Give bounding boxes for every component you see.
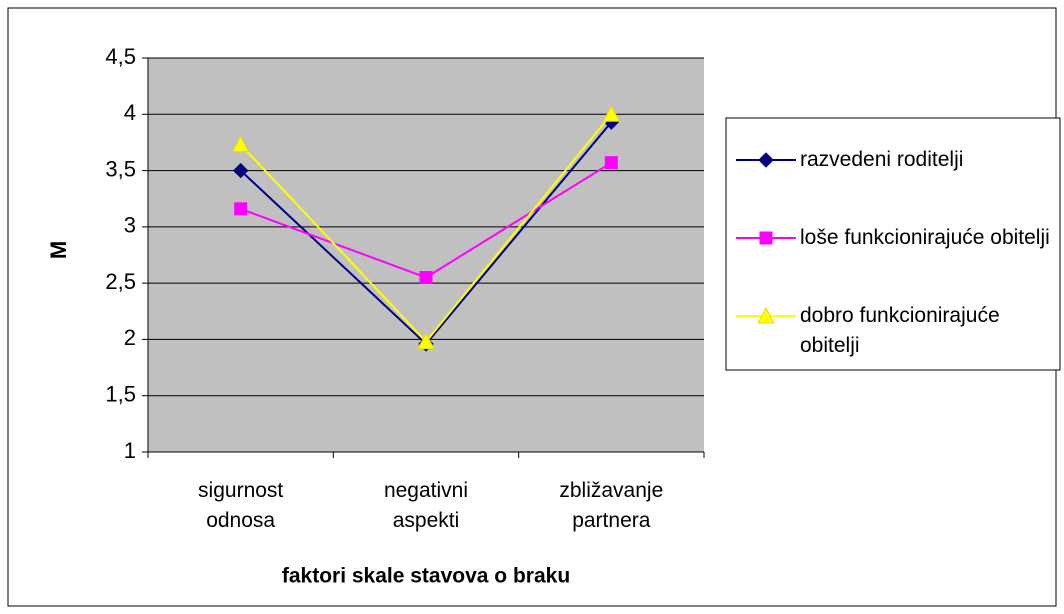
plot-area xyxy=(148,58,704,452)
x-tick-label: zbližavanje partnera xyxy=(559,479,664,532)
y-tick-label: 1 xyxy=(124,438,136,463)
y-tick-label: 3 xyxy=(124,213,136,238)
x-tick-label: sigurnost odnosa xyxy=(198,479,284,532)
y-tick-label: 2 xyxy=(124,325,136,350)
legend-label: dobro funkcionirajuće obitelji xyxy=(800,304,1000,357)
marker xyxy=(234,202,248,216)
y-axis-title: M xyxy=(46,241,71,259)
y-tick-label: 1,5 xyxy=(105,382,136,407)
marker xyxy=(758,152,774,168)
marker xyxy=(602,105,621,122)
marker xyxy=(419,271,433,285)
marker xyxy=(604,156,618,170)
marker xyxy=(757,306,775,324)
marker xyxy=(417,332,435,350)
marker xyxy=(232,162,249,179)
legend-label: loše funkcionirajuće obitelji xyxy=(800,226,1050,249)
marker xyxy=(759,231,773,245)
y-tick-label: 2,5 xyxy=(105,269,136,294)
legend-label: razvedeni roditelji xyxy=(800,148,964,171)
y-tick-label: 4 xyxy=(124,100,136,125)
y-tick-label: 3,5 xyxy=(105,156,136,181)
marker xyxy=(231,135,250,153)
x-axis-title: faktori skale stavova o braku xyxy=(282,565,570,588)
y-tick-label: 4,5 xyxy=(105,44,136,69)
x-tick-label: negativni aspekti xyxy=(383,479,469,532)
